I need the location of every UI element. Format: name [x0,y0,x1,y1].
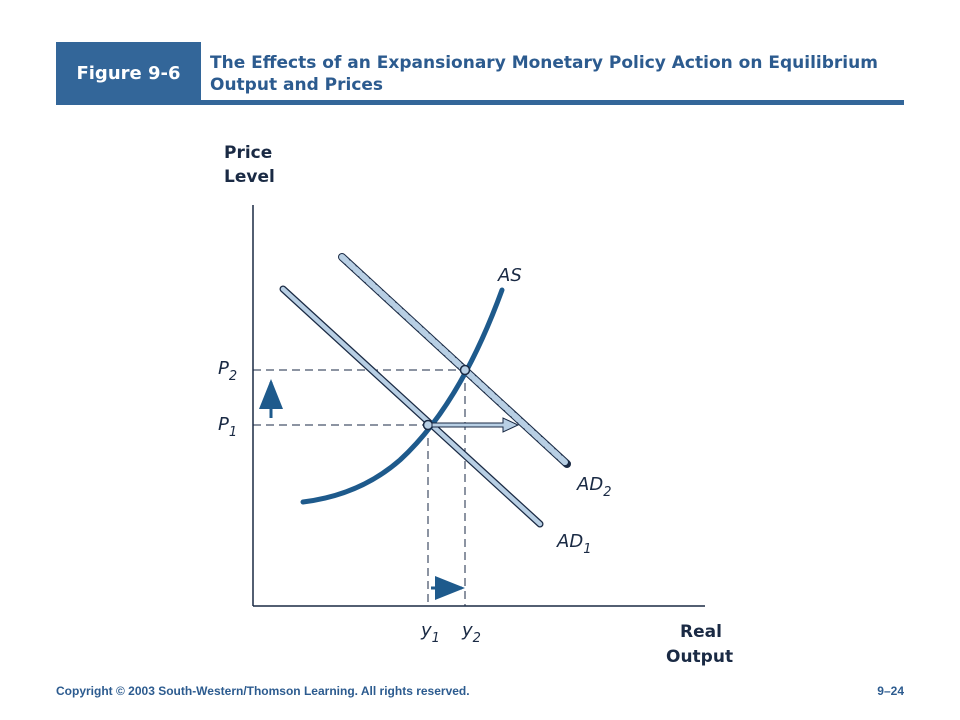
ad1-label: AD1 [556,531,591,557]
p2-label-main: P [218,358,229,379]
p1-label-sub: 1 [229,425,237,440]
p1-label: P1 [218,414,237,440]
p2-label: P2 [218,358,237,384]
as-label: AS [497,265,522,286]
y-axis-title-line1: Price [224,143,272,163]
figure-title: The Effects of an Expansionary Monetary … [210,53,878,95]
ad1-label-sub: 1 [583,542,591,557]
equilibrium-point-1 [422,419,434,431]
y2-label-sub: 2 [473,631,481,646]
y1-label: y1 [420,620,440,646]
ad2-label-main: AD [576,474,603,495]
as-curve [300,287,505,505]
y1-label-sub: 1 [432,631,440,646]
p2-label-sub: 2 [229,369,237,384]
title-rule [56,100,904,105]
y1-label-main: y [420,620,432,641]
ad-shift-arrow [431,417,520,433]
ad2-label: AD2 [576,474,611,500]
x-axis-title-line1: Real [680,622,722,642]
ad1-curve-fill [280,286,543,527]
figure-label: Figure 9-6 [56,42,201,104]
ad1-label-main: AD [556,531,583,552]
equilibrium-point-2 [459,364,471,376]
ad2-curve-beads [339,254,570,467]
copyright-text: Copyright © 2003 South-Western/Thomson L… [56,684,470,698]
x-axis-title-line2: Output [666,647,733,667]
ad2-label-sub: 2 [603,485,611,500]
y2-label-main: y [461,620,473,641]
p1-label-main: P [218,414,229,435]
y2-label: y2 [461,620,481,646]
page-number: 9–24 [877,684,904,698]
y-axis-title-line2: Level [224,167,275,187]
